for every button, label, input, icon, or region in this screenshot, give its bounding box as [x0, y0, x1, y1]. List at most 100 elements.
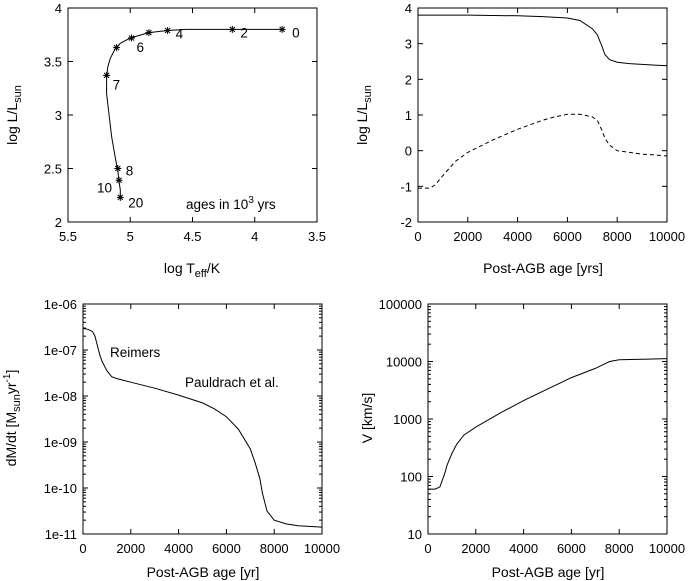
age-marker — [114, 165, 122, 172]
tick-labels: 0 2000 4000 6000 8000 10000 10 100 1000 10000 1000… — [379, 297, 685, 556]
x-axis-label: log Teff/K — [164, 260, 221, 280]
x-tick-label: 10000 — [649, 229, 685, 244]
y-tick-label: -1 — [400, 179, 412, 194]
series-line-solid — [418, 14, 668, 67]
age-marker-label: 7 — [113, 77, 121, 92]
age-marker-label: 8 — [126, 164, 134, 179]
x-tick-label: 0 — [79, 541, 86, 556]
age-marker-label: 10 — [97, 180, 112, 195]
y-tick-label: 1e-09 — [44, 435, 77, 450]
series-line — [82, 327, 323, 528]
y-tick-label: 3 — [405, 37, 412, 52]
tick-labels: 0 2000 4000 6000 8000 10000 -2 -1 0 1 2 3 4 — [400, 1, 685, 244]
x-tick-label: 2000 — [461, 541, 490, 556]
x-tick-label: 2000 — [453, 229, 482, 244]
y-tick-label: -2 — [400, 215, 412, 230]
tick-labels: 0 2000 4000 6000 8000 10000 1e-11 1e-10 1e-09 1e-… — [44, 297, 340, 556]
hr-diagram-panel: 5.5 5 4.5 4 3.5 2 2.5 3 3.5 4 0 2 4 6 7 8 10 20 log Teff… — [4, 1, 326, 280]
plot-frame — [82, 303, 323, 535]
axis-ticks — [417, 7, 668, 223]
x-tick-label: 6000 — [557, 541, 586, 556]
x-axis-label: Post-AGB age [yrs] — [483, 260, 603, 276]
plot-frame — [427, 303, 668, 535]
age-marker — [145, 29, 153, 37]
y-axis-label: V [km/s] — [359, 393, 375, 444]
y-tick-label: 100 — [400, 470, 422, 485]
x-tick-label: 4 — [251, 229, 258, 244]
x-tick-label: 8000 — [605, 541, 634, 556]
annotation-pauldrach: Pauldrach et al. — [185, 375, 279, 390]
x-tick-label: 10000 — [649, 541, 685, 556]
series-line — [428, 358, 668, 490]
age-marker-label: 4 — [176, 26, 184, 41]
axis-ticks — [427, 303, 668, 535]
age-marker — [103, 71, 111, 79]
y-tick-label: 10 — [408, 527, 422, 542]
age-marker — [113, 44, 121, 52]
x-axis-label: Post-AGB age [yr] — [492, 564, 605, 580]
axis-ticks — [67, 7, 318, 223]
data-marks — [82, 327, 323, 528]
tick-labels: 5.5 5 4.5 4 3.5 2 2.5 3 3.5 4 — [44, 1, 326, 244]
age-marker — [127, 34, 135, 42]
mass-loss-panel: 0 2000 4000 6000 8000 10000 1e-11 1e-10 1e-09 1e-… — [2, 297, 340, 580]
y-tick-label: 2 — [55, 215, 62, 230]
y-tick-label: 3 — [55, 108, 62, 123]
x-tick-label: 8000 — [260, 541, 289, 556]
luminosity-age-panel: 0 2000 4000 6000 8000 10000 -2 -1 0 1 2 3 4 Post-AGB… — [354, 1, 685, 276]
annotation-ages: ages in 103 yrs — [186, 195, 276, 212]
age-marker-label: 6 — [136, 40, 144, 55]
x-tick-label: 5.5 — [59, 229, 77, 244]
x-tick-label: 10000 — [304, 541, 340, 556]
y-tick-label: 4 — [405, 1, 412, 16]
y-tick-label: 1e-07 — [44, 343, 77, 358]
y-tick-label: 10000 — [386, 355, 422, 370]
plot-frame — [417, 7, 668, 223]
annotation-reimers: Reimers — [110, 345, 161, 360]
x-tick-label: 6000 — [553, 229, 582, 244]
y-tick-label: 1e-06 — [44, 297, 77, 312]
y-tick-label: 1000 — [393, 412, 422, 427]
x-tick-label: 8000 — [603, 229, 632, 244]
x-tick-label: 4000 — [164, 541, 193, 556]
age-marker-label: 0 — [292, 25, 300, 40]
y-tick-label: 3.5 — [44, 55, 62, 70]
x-tick-label: 0 — [424, 541, 431, 556]
age-marker — [278, 25, 286, 33]
x-tick-label: 4000 — [503, 229, 532, 244]
y-tick-label: 0 — [405, 144, 412, 159]
x-tick-label: 6000 — [212, 541, 241, 556]
y-axis-label: dM/dt [Msunyr-1] — [2, 370, 23, 467]
age-marker — [116, 193, 124, 201]
y-tick-label: 1e-10 — [44, 481, 77, 496]
evolution-track — [106, 28, 283, 198]
data-marks: 0 2 4 6 7 8 10 20 — [97, 25, 300, 210]
x-tick-label: 4.5 — [183, 229, 201, 244]
age-marker-label: 20 — [128, 195, 143, 210]
x-tick-label: 3.5 — [308, 229, 326, 244]
y-tick-label: 1 — [405, 108, 412, 123]
series-line-dashed — [418, 113, 668, 189]
y-tick-label: 2 — [405, 72, 412, 87]
axis-ticks — [82, 303, 323, 535]
x-tick-label: 5 — [127, 229, 134, 244]
y-tick-label: 1e-11 — [45, 527, 77, 542]
x-tick-label: 2000 — [116, 541, 145, 556]
age-marker — [115, 176, 123, 184]
age-marker — [164, 26, 172, 34]
y-tick-label: 4 — [55, 1, 62, 16]
velocity-panel: 0 2000 4000 6000 8000 10000 10 100 1000 10000 1000… — [359, 297, 685, 580]
x-tick-label: 0 — [414, 229, 421, 244]
age-marker-label: 2 — [240, 25, 248, 40]
y-axis-label: log L/Lsun — [354, 85, 374, 145]
y-tick-label: 2.5 — [44, 162, 62, 177]
data-marks — [418, 14, 668, 189]
age-marker — [228, 25, 236, 33]
data-marks — [428, 358, 668, 490]
x-axis-label: Post-AGB age [yr] — [147, 564, 260, 580]
y-axis-label: log L/Lsun — [4, 85, 24, 145]
y-tick-label: 100000 — [379, 297, 422, 312]
x-tick-label: 4000 — [509, 541, 538, 556]
y-tick-label: 1e-08 — [44, 389, 77, 404]
